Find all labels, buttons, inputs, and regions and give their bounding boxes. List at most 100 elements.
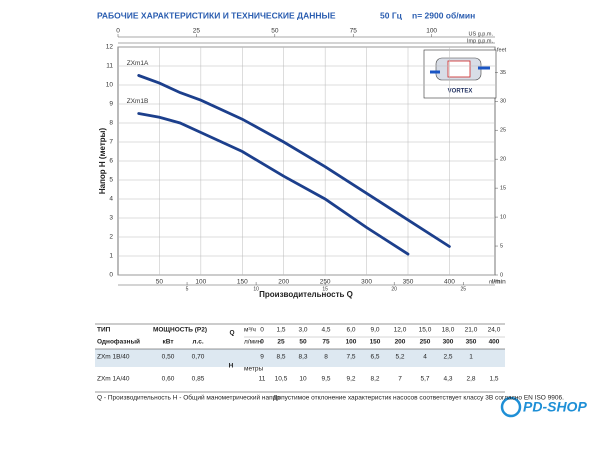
row-h: 5,2: [395, 354, 404, 361]
h-unit: метры: [244, 366, 263, 373]
logo-text: PD-SHOP: [523, 399, 587, 415]
q-m3h: 21,0: [465, 327, 478, 334]
pump-label: VORTEX: [448, 89, 473, 95]
th-lmin: л/мин: [244, 339, 262, 346]
row-hp: 0,85: [192, 376, 205, 383]
x-tick-label: 200: [278, 279, 289, 286]
row-hp: 0,70: [192, 354, 205, 361]
y-tick-label: 3: [109, 215, 113, 222]
q-lmin: 400: [489, 339, 500, 346]
row-h: 8,3: [298, 354, 307, 361]
m3h-tick-label: 25: [460, 286, 466, 292]
y-tick-label: 8: [109, 120, 113, 127]
q-lmin: 200: [395, 339, 406, 346]
row-kw: 0,50: [162, 354, 175, 361]
h-label: H: [229, 363, 234, 370]
y-tick-label: 6: [109, 158, 113, 165]
y-tick-label: 0: [109, 272, 113, 279]
row-h: 2,8: [466, 376, 475, 383]
q-m3h: 1,5: [276, 327, 285, 334]
m3h-tick-label: 15: [322, 286, 328, 292]
row-h: 4: [423, 354, 427, 361]
q-m3h: 24,0: [488, 327, 501, 334]
th-type: ТИП: [97, 327, 111, 334]
y-tick-label: 9: [109, 101, 113, 108]
feet-tick-label: 25: [500, 128, 506, 134]
q-lmin: 50: [299, 339, 307, 346]
m3h-tick-label: 10: [253, 286, 259, 292]
gpm-tick-label: 75: [350, 28, 358, 35]
row-h: 5,7: [420, 376, 429, 383]
row-h: 9,2: [346, 376, 355, 383]
row-h: 9,5: [321, 376, 330, 383]
th-hp: л.с.: [192, 339, 204, 346]
q-lmin: 250: [420, 339, 431, 346]
y-tick-label: 12: [106, 44, 114, 51]
row-h: 10,5: [275, 376, 288, 383]
row-h: 2,5: [443, 354, 452, 361]
gpm-tick-label: 100: [426, 28, 437, 35]
row-h: 8,5: [276, 354, 285, 361]
y-tick-label: 10: [106, 82, 114, 89]
q-m3h: 15,0: [419, 327, 432, 334]
y-tick-label: 4: [109, 196, 113, 203]
x-tick-label: 150: [237, 279, 248, 286]
curve-label: ZXm1B: [127, 98, 149, 105]
table-bg: [95, 323, 505, 393]
q-m3h: 3,0: [298, 327, 307, 334]
q-lmin: 350: [466, 339, 477, 346]
x-tick-label: 300: [361, 279, 372, 286]
speed: n= 2900 об/мин: [412, 10, 475, 20]
y-tick-label: 1: [109, 253, 113, 260]
frequency: 50 Гц: [380, 10, 403, 20]
feet-tick-label: 20: [500, 157, 506, 163]
row-type: ZXm 1A/40: [97, 376, 130, 383]
x-tick-label: 100: [195, 279, 206, 286]
q-lmin: 0: [260, 339, 264, 346]
feet-tick-label: 0: [500, 272, 503, 278]
gpm-unit: US g.p.m.: [469, 31, 494, 37]
q-m3h: 6,0: [346, 327, 355, 334]
row-kw: 0,60: [162, 376, 175, 383]
y-axis-title: Напор H (метры): [98, 128, 107, 195]
curve-label: ZXm1A: [127, 60, 149, 67]
x-axis-title: Производительность Q: [259, 290, 353, 299]
gpm-tick-label: 25: [193, 28, 201, 35]
logo: PD-SHOP: [500, 396, 587, 418]
row-h: 8: [324, 354, 328, 361]
th-phase: Однофазный: [97, 338, 140, 346]
feet-tick-label: 10: [500, 215, 506, 221]
feet-unit: feet: [497, 47, 507, 53]
row-h: 10: [299, 376, 307, 383]
x-tick-label: 400: [444, 279, 455, 286]
row-h: 7: [398, 376, 402, 383]
row-h: 6,5: [370, 354, 379, 361]
pump-box: VORTEX: [423, 49, 497, 99]
m3h-tick-label: 20: [391, 286, 397, 292]
x-tick-label: 50: [156, 279, 164, 286]
q-m3h: 4,5: [321, 327, 330, 334]
row-h: 11: [259, 376, 266, 383]
q-lmin: 300: [443, 339, 454, 346]
q-m3h: 9,0: [370, 327, 379, 334]
y-tick-label: 11: [106, 63, 113, 70]
m3h-unit: m³/h: [489, 279, 500, 285]
y-tick-label: 7: [109, 139, 113, 146]
row-h: 9: [260, 354, 264, 361]
gpm-tick-label: 0: [116, 28, 120, 35]
m3h-tick-label: 5: [186, 286, 189, 292]
gpm-tick-label: 50: [271, 28, 279, 35]
y-tick-label: 2: [109, 234, 113, 241]
th-kw: кВт: [162, 339, 173, 346]
feet-tick-label: 5: [500, 243, 503, 249]
q-lmin: 75: [322, 339, 330, 346]
q-lmin: 150: [370, 339, 381, 346]
row-h: 1: [469, 354, 473, 361]
q-lmin: 25: [277, 339, 285, 346]
q-m3h: 0: [260, 327, 264, 334]
feet-tick-label: 35: [500, 70, 506, 76]
title: РАБОЧИЕ ХАРАКТЕРИСТИКИ И ТЕХНИЧЕСКИЕ ДАН…: [97, 10, 336, 20]
curve: [137, 112, 410, 256]
feet-tick-label: 15: [500, 186, 506, 192]
